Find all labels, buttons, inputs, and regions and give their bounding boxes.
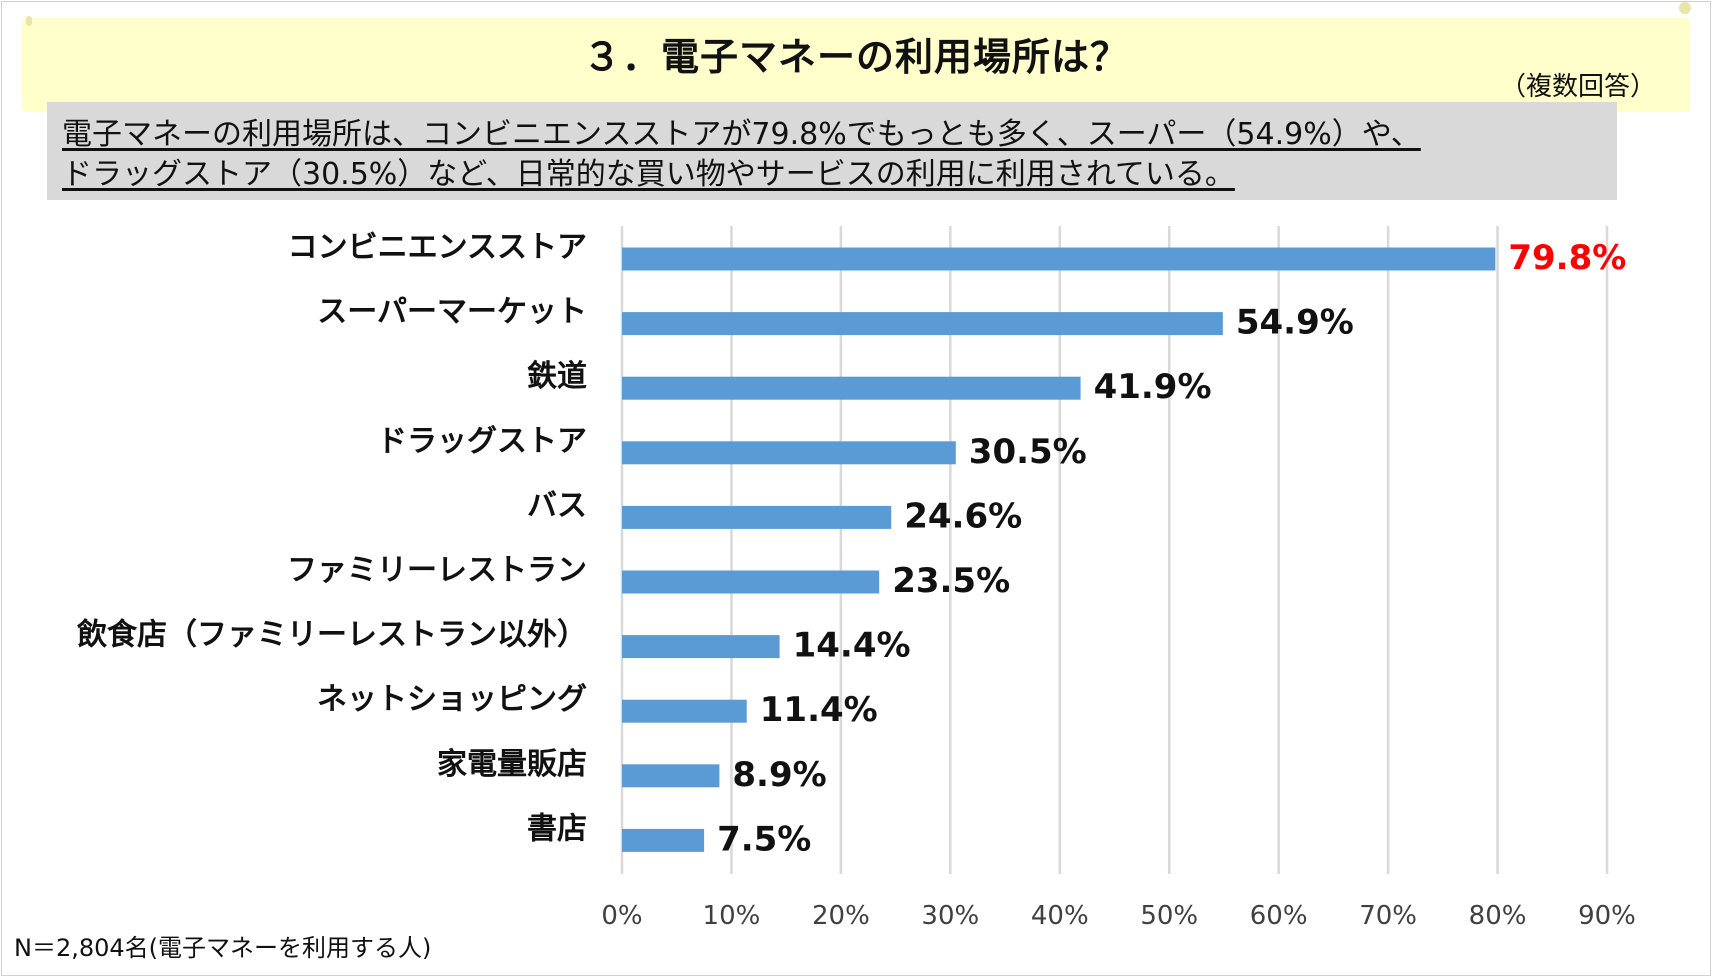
data-label: 7.5% [717,819,811,859]
data-label: 54.9% [1236,303,1354,343]
data-label: 23.5% [892,561,1010,601]
x-tick-label: 10% [703,901,761,931]
data-label: 41.9% [1094,367,1212,407]
x-tick-label: 30% [921,901,979,931]
bar [622,312,1223,336]
bar [622,699,747,723]
category-label: スーパーマーケット [317,295,587,330]
sample-size-note: N＝2,804名(電子マネーを利用する人) [14,934,432,962]
bar [622,247,1496,271]
x-tick-label: 90% [1578,901,1636,931]
data-label: 79.8% [1508,238,1626,278]
summary-line-2: ドラッグストア（30.5%）など、日常的な買い物やサービスの利用に利用されている… [62,157,1235,192]
bar [622,441,956,465]
banner-curl-right [1679,2,1691,14]
data-label: 30.5% [969,432,1087,472]
category-label: 飲食店（ファミリーレストラン以外） [77,618,587,653]
x-tick-label: 40% [1031,901,1089,931]
bar [622,635,780,659]
category-label: ファミリーレストラン [287,553,587,588]
bar [622,764,720,788]
x-tick-label: 60% [1250,901,1308,931]
x-tick-label: 70% [1359,901,1417,931]
category-label: ドラッグストア [377,424,587,459]
multiple-answers-note: （複数回答） [1500,72,1657,102]
category-label: ネットショッピング [317,682,587,717]
category-label: 書店 [527,811,587,846]
x-tick-label: 20% [812,901,870,931]
summary-box: 電子マネーの利用場所は、コンビニエンスストアが79.8%でもっとも多く、スーパー… [47,102,1617,200]
page-title: ３．電子マネーの利用場所は？ [582,35,1129,79]
category-label: 鉄道 [527,359,587,394]
summary-line-1: 電子マネーの利用場所は、コンビニエンスストアが79.8%でもっとも多く、スーパー… [62,117,1421,152]
x-tick-label: 50% [1140,901,1198,931]
bar [622,505,892,529]
title-banner [22,18,1690,112]
data-label: 14.4% [793,626,911,666]
x-tick-label: 0% [601,901,642,931]
bar [622,376,1081,400]
bar [622,570,880,594]
category-label: バス [527,488,587,523]
data-label: 8.9% [732,755,826,795]
category-label: 家電量販店 [437,747,587,782]
bar [622,828,705,852]
x-tick-label: 80% [1469,901,1527,931]
data-label: 11.4% [760,690,878,730]
category-label: コンビニエンスストア [288,230,587,265]
data-label: 24.6% [904,496,1022,536]
banner-curl-left [26,16,32,26]
